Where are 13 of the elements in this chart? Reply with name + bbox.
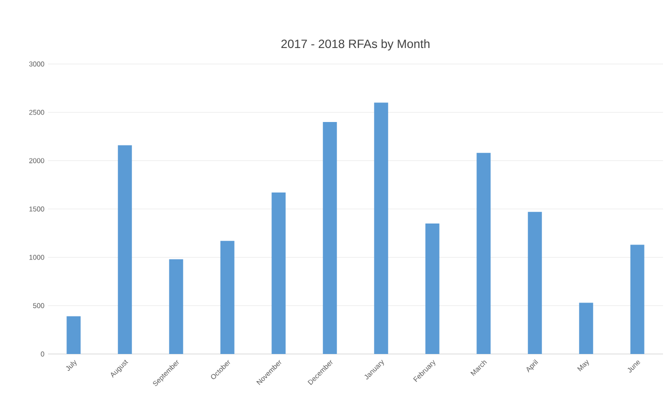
- bar: [528, 212, 542, 354]
- bar: [272, 192, 286, 354]
- bar: [476, 152, 491, 354]
- bar: [630, 244, 644, 354]
- bar: [322, 122, 337, 354]
- chart-title: 2017 - 2018 RFAs by Month: [281, 39, 430, 50]
- bar: [374, 102, 388, 354]
- bar: [579, 302, 594, 354]
- bar: [220, 240, 234, 354]
- bar: [425, 223, 440, 354]
- bar: [169, 259, 184, 354]
- bar: [118, 145, 132, 354]
- bar: [66, 316, 81, 354]
